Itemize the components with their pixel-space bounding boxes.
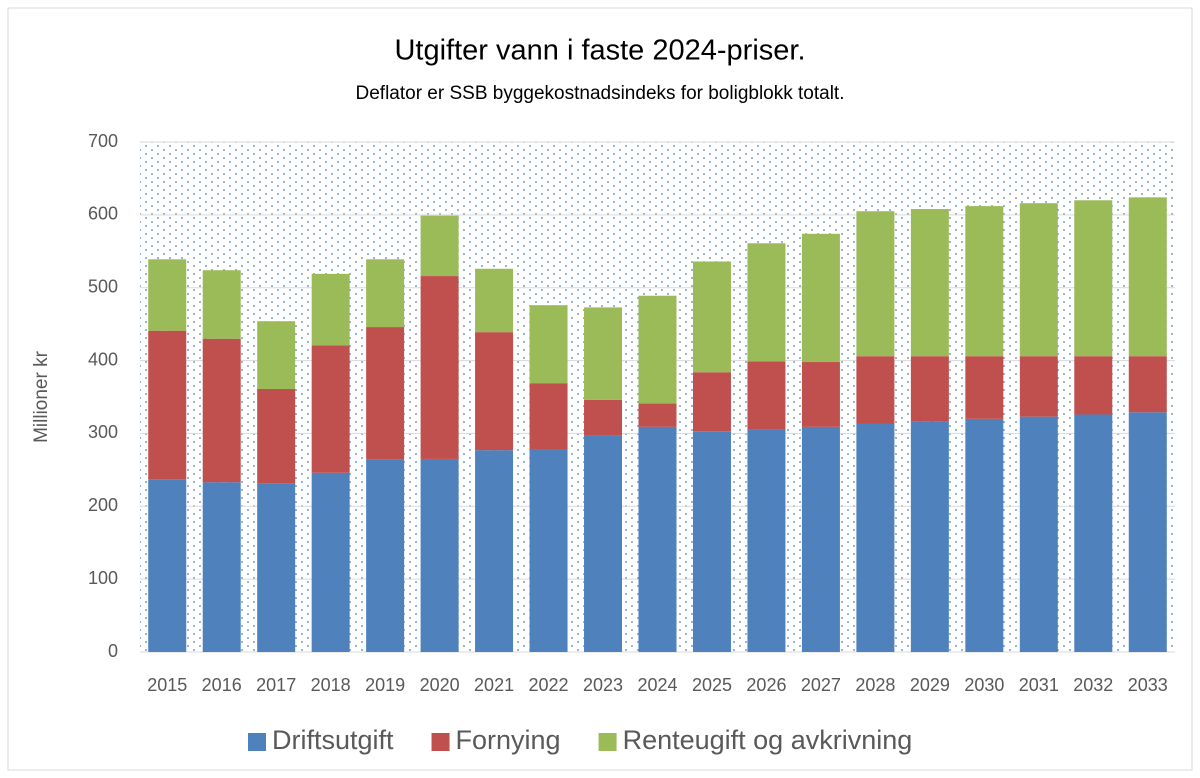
chart-subtitle: Deflator er SSB byggekostnadsindeks for … [356,83,845,104]
bar-segment [1074,356,1113,415]
bar-segment [747,361,786,430]
x-tick-label: 2015 [147,675,187,695]
legend-label: Driftsutgift [272,725,394,755]
bar-segment [475,268,514,333]
x-tick-label: 2027 [801,675,841,695]
bar-segment [1074,200,1113,357]
x-tick-label: 2024 [637,675,677,695]
legend-swatch [248,733,266,751]
x-tick-label: 2026 [746,675,786,695]
bar-segment [475,450,514,652]
bar-segment [801,426,840,652]
bar-segment [366,259,405,328]
x-tick-label: 2028 [855,675,895,695]
y-tick-label: 700 [88,131,118,151]
x-tick-label: 2031 [1019,675,1059,695]
x-tick-label: 2019 [365,675,405,695]
bar-segment [965,356,1004,419]
y-tick-label: 300 [88,422,118,442]
bar-segment [366,327,405,460]
x-tick-label: 2018 [311,675,351,695]
bar-segment [311,472,350,652]
bar-segment [529,449,568,652]
bar-segment [148,259,187,331]
chart-title: Utgifter vann i faste 2024-priser. [394,35,805,67]
bar-segment [1019,203,1058,357]
bar-segment [965,418,1004,652]
bar-segment [1128,356,1167,413]
bar-segment [965,206,1004,357]
x-tick-label: 2025 [692,675,732,695]
x-tick-label: 2017 [256,675,296,695]
bar-segment [420,215,459,277]
bar-segment [257,483,296,652]
bar-segment [202,338,241,483]
y-tick-label: 0 [108,641,118,661]
bar-segment [747,429,786,652]
bar-segment [638,403,677,427]
bar-segment [856,211,895,357]
bar-segment [148,330,187,480]
bar-segment [1019,356,1058,417]
bar-segment [910,421,949,652]
y-axis-label: Millioner kr [31,350,52,443]
y-tick-label: 100 [88,568,118,588]
y-tick-label: 400 [88,349,118,369]
legend-label: Fornying [456,725,561,755]
x-tick-label: 2020 [420,675,460,695]
bar-segment [366,459,405,652]
bar-segment [584,435,623,652]
x-tick-label: 2022 [529,675,569,695]
x-tick-label: 2016 [202,675,242,695]
bar-segment [202,270,241,339]
bar-segment [1128,197,1167,357]
bar-segment [638,295,677,404]
bar-segment [475,332,514,451]
bar-segment [910,356,949,422]
bar-segment [584,307,623,400]
x-tick-label: 2032 [1073,675,1113,695]
bar-segment [584,399,623,436]
y-tick-label: 200 [88,495,118,515]
bar-segment [856,356,895,424]
legend-label: Renteugift og avkrivning [623,725,913,755]
bar-segment [1019,416,1058,652]
bar-segment [638,426,677,652]
bar-segment [747,243,786,362]
bar-segment [529,305,568,384]
bar-segment [311,273,350,346]
y-tick-label: 500 [88,276,118,296]
x-tick-label: 2021 [474,675,514,695]
bar-segment [692,372,731,432]
bar-segment [257,321,296,389]
x-tick-label: 2023 [583,675,623,695]
bar-segment [692,431,731,652]
x-tick-label: 2029 [910,675,950,695]
bar-segment [148,479,187,652]
bar-segment [529,383,568,450]
legend-swatch [431,733,450,751]
bar-segment [1074,414,1113,652]
bar-segment [420,458,459,652]
legend-swatch [598,733,617,751]
bar-segment [1128,412,1167,652]
y-tick-label: 600 [88,204,118,224]
x-tick-label: 2033 [1128,675,1168,695]
bar-segment [801,233,840,363]
bar-segment [856,423,895,652]
bar-segment [910,209,949,357]
bar-segment [420,276,459,459]
x-tick-label: 2030 [964,675,1004,695]
bar-segment [801,362,840,427]
bar-segment [692,261,731,373]
bar-segment [311,345,350,473]
bar-segment [202,482,241,652]
bar-segment [257,388,296,484]
